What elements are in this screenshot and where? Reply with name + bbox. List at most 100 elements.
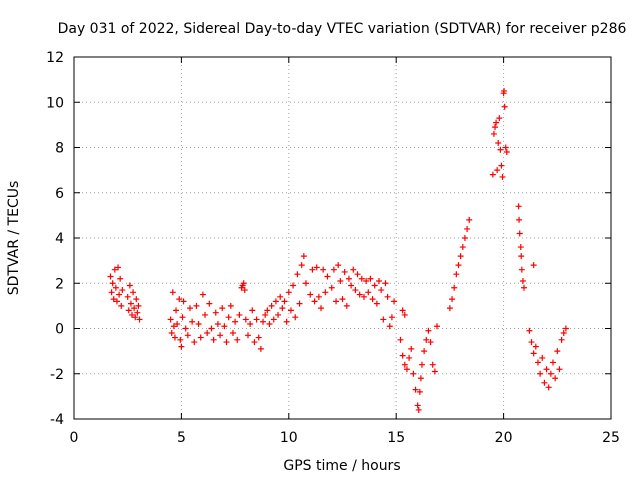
data-point (124, 293, 131, 300)
data-point (275, 311, 282, 318)
data-point (176, 296, 183, 303)
data-point (330, 266, 337, 273)
data-point (118, 302, 125, 309)
data-point (127, 300, 134, 307)
data-point (193, 302, 200, 309)
data-point (528, 339, 535, 346)
data-point (401, 311, 408, 318)
data-point (518, 253, 525, 260)
data-point (386, 323, 393, 330)
data-point (266, 320, 273, 327)
data-point (260, 318, 267, 325)
data-point (399, 352, 406, 359)
data-point (287, 307, 294, 314)
y-tick-label: 12 (46, 50, 64, 66)
data-point (324, 273, 331, 280)
data-point (262, 311, 269, 318)
data-point (365, 289, 372, 296)
data-point (464, 225, 471, 232)
data-point (277, 293, 284, 300)
data-point (128, 311, 135, 318)
data-point (457, 253, 464, 260)
data-point (550, 359, 557, 366)
data-point (552, 375, 559, 382)
data-point (345, 275, 352, 282)
x-axis-label: GPS time / hours (283, 458, 400, 474)
data-point (558, 336, 565, 343)
data-point (554, 348, 561, 355)
data-point (272, 298, 279, 305)
data-point (560, 330, 567, 337)
data-point (298, 262, 305, 269)
data-point (328, 284, 335, 291)
data-point (119, 287, 126, 294)
data-point (384, 293, 391, 300)
data-point (170, 323, 177, 330)
y-tick-label: 4 (55, 231, 64, 247)
data-point (136, 316, 143, 323)
data-point (489, 171, 496, 178)
data-point (268, 302, 275, 309)
data-point (343, 302, 350, 309)
data-point (279, 305, 286, 312)
data-point (264, 307, 271, 314)
data-point (530, 262, 537, 269)
data-point (281, 298, 288, 305)
data-point (388, 314, 395, 321)
data-point (403, 366, 410, 373)
data-point (369, 296, 376, 303)
data-point (180, 298, 187, 305)
data-point (497, 146, 504, 153)
data-point (337, 277, 344, 284)
data-point (178, 343, 185, 350)
data-point (283, 318, 290, 325)
data-point (108, 289, 115, 296)
chart-title: Day 031 of 2022, Sidereal Day-to-day VTE… (58, 21, 627, 37)
data-point (249, 307, 256, 314)
data-point (516, 230, 523, 237)
data-point (179, 314, 186, 321)
data-point (363, 277, 370, 284)
data-point (459, 244, 466, 251)
data-point (455, 262, 462, 269)
data-point (421, 348, 428, 355)
data-point (501, 87, 508, 94)
y-tick-label: -4 (50, 412, 64, 428)
data-point (502, 144, 509, 151)
data-point (206, 300, 213, 307)
data-point (498, 162, 505, 169)
data-point (367, 275, 374, 282)
data-point (348, 282, 355, 289)
data-point (320, 266, 327, 273)
data-point (191, 339, 198, 346)
x-tick-labels: 0 5 10 15 20 25 (70, 430, 620, 446)
data-point (503, 149, 510, 156)
data-point (492, 124, 499, 131)
data-point (556, 366, 563, 373)
data-point (322, 289, 329, 296)
data-point (453, 271, 460, 278)
data-point (414, 402, 421, 409)
data-point (234, 336, 241, 343)
data-point (350, 266, 357, 273)
data-point (135, 302, 142, 309)
x-tick-label: 25 (602, 430, 620, 446)
y-tick-label: 10 (46, 95, 64, 111)
data-point (285, 289, 292, 296)
data-point (406, 354, 413, 361)
data-point (493, 119, 500, 126)
data-point (541, 379, 548, 386)
data-point (225, 314, 232, 321)
grid (74, 57, 611, 419)
data-point (217, 332, 224, 339)
data-point (495, 139, 502, 146)
y-tick-labels: -4 -2 0 2 4 6 8 10 12 (46, 50, 64, 428)
data-point (311, 298, 318, 305)
y-axis-label: SDTVAR / TECUs (6, 181, 22, 296)
data-point (186, 305, 193, 312)
data-point (539, 354, 546, 361)
data-point (519, 277, 526, 284)
data-point (418, 361, 425, 368)
x-tick-label: 0 (70, 430, 79, 446)
data-point (208, 325, 215, 332)
